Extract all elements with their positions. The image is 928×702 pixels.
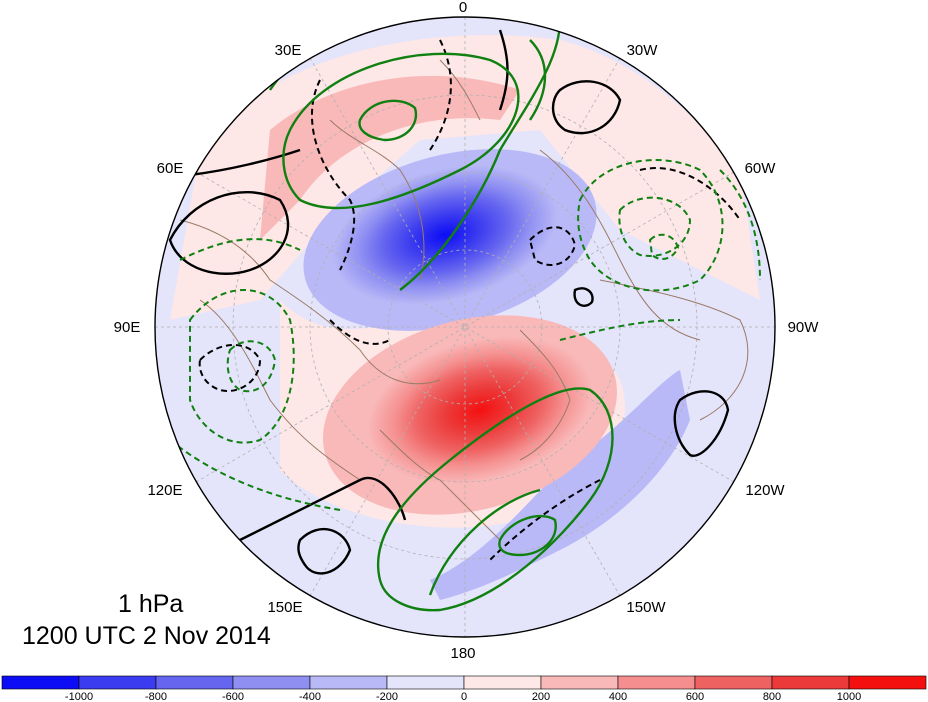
lon-label-30e: 30E bbox=[275, 42, 302, 59]
colorbar-tick-label: 0 bbox=[461, 691, 467, 702]
colorbar: -1000 -800 -600 -400 -200 0 200 400 600 800 1000 bbox=[1, 675, 927, 702]
map-boundary bbox=[154, 16, 776, 638]
colorbar-swatch bbox=[309, 675, 388, 690]
title-level: 1 hPa bbox=[118, 590, 184, 618]
colorbar-swatch bbox=[78, 675, 157, 690]
colorbar-swatch bbox=[1, 675, 80, 690]
lon-label-120e: 120E bbox=[147, 482, 182, 499]
lon-label-60e: 60E bbox=[157, 160, 184, 177]
colorbar-tick-label: 400 bbox=[609, 691, 627, 702]
lon-label-90w: 90W bbox=[788, 319, 820, 336]
colorbar-tick-label: -600 bbox=[222, 691, 244, 702]
lon-label-120w: 120W bbox=[745, 482, 785, 499]
lon-label-90e: 90E bbox=[114, 319, 141, 336]
colorbar-swatch bbox=[232, 675, 311, 690]
colorbar-tick-label: -1000 bbox=[65, 691, 93, 702]
colorbar-tick-label: 1000 bbox=[837, 691, 861, 702]
colorbar-swatch bbox=[617, 675, 696, 690]
black-contours bbox=[168, 29, 741, 575]
colorbar-tick-label: -400 bbox=[299, 691, 321, 702]
lon-label-150e: 150E bbox=[267, 599, 302, 616]
colorbar-swatch bbox=[848, 675, 927, 690]
colorbar-swatch bbox=[694, 675, 773, 690]
colorbar-swatch bbox=[771, 675, 850, 690]
title-time: 1200 UTC 2 Nov 2014 bbox=[22, 622, 271, 650]
colorbar-tick-label: 200 bbox=[532, 691, 550, 702]
longitude-labels: 0 30W 60W 90W 120W 150W 180 150E 120E 90… bbox=[114, 0, 820, 662]
lon-label-150w: 150W bbox=[626, 599, 666, 616]
colorbar-tick-label: 600 bbox=[686, 691, 704, 702]
colorbar-swatch bbox=[463, 675, 542, 690]
colorbar-tick-label: -800 bbox=[145, 691, 167, 702]
green-contours bbox=[169, 19, 761, 612]
colorbar-tick-label: -200 bbox=[376, 691, 398, 702]
colorbar-tick-label: 800 bbox=[763, 691, 781, 702]
lon-label-0: 0 bbox=[459, 0, 467, 16]
lon-label-60w: 60W bbox=[745, 160, 777, 177]
lon-label-180: 180 bbox=[450, 645, 475, 662]
colorbar-swatch bbox=[540, 675, 619, 690]
colorbar-swatch bbox=[155, 675, 234, 690]
lon-label-30w: 30W bbox=[627, 42, 659, 59]
colorbar-swatch bbox=[386, 675, 465, 690]
